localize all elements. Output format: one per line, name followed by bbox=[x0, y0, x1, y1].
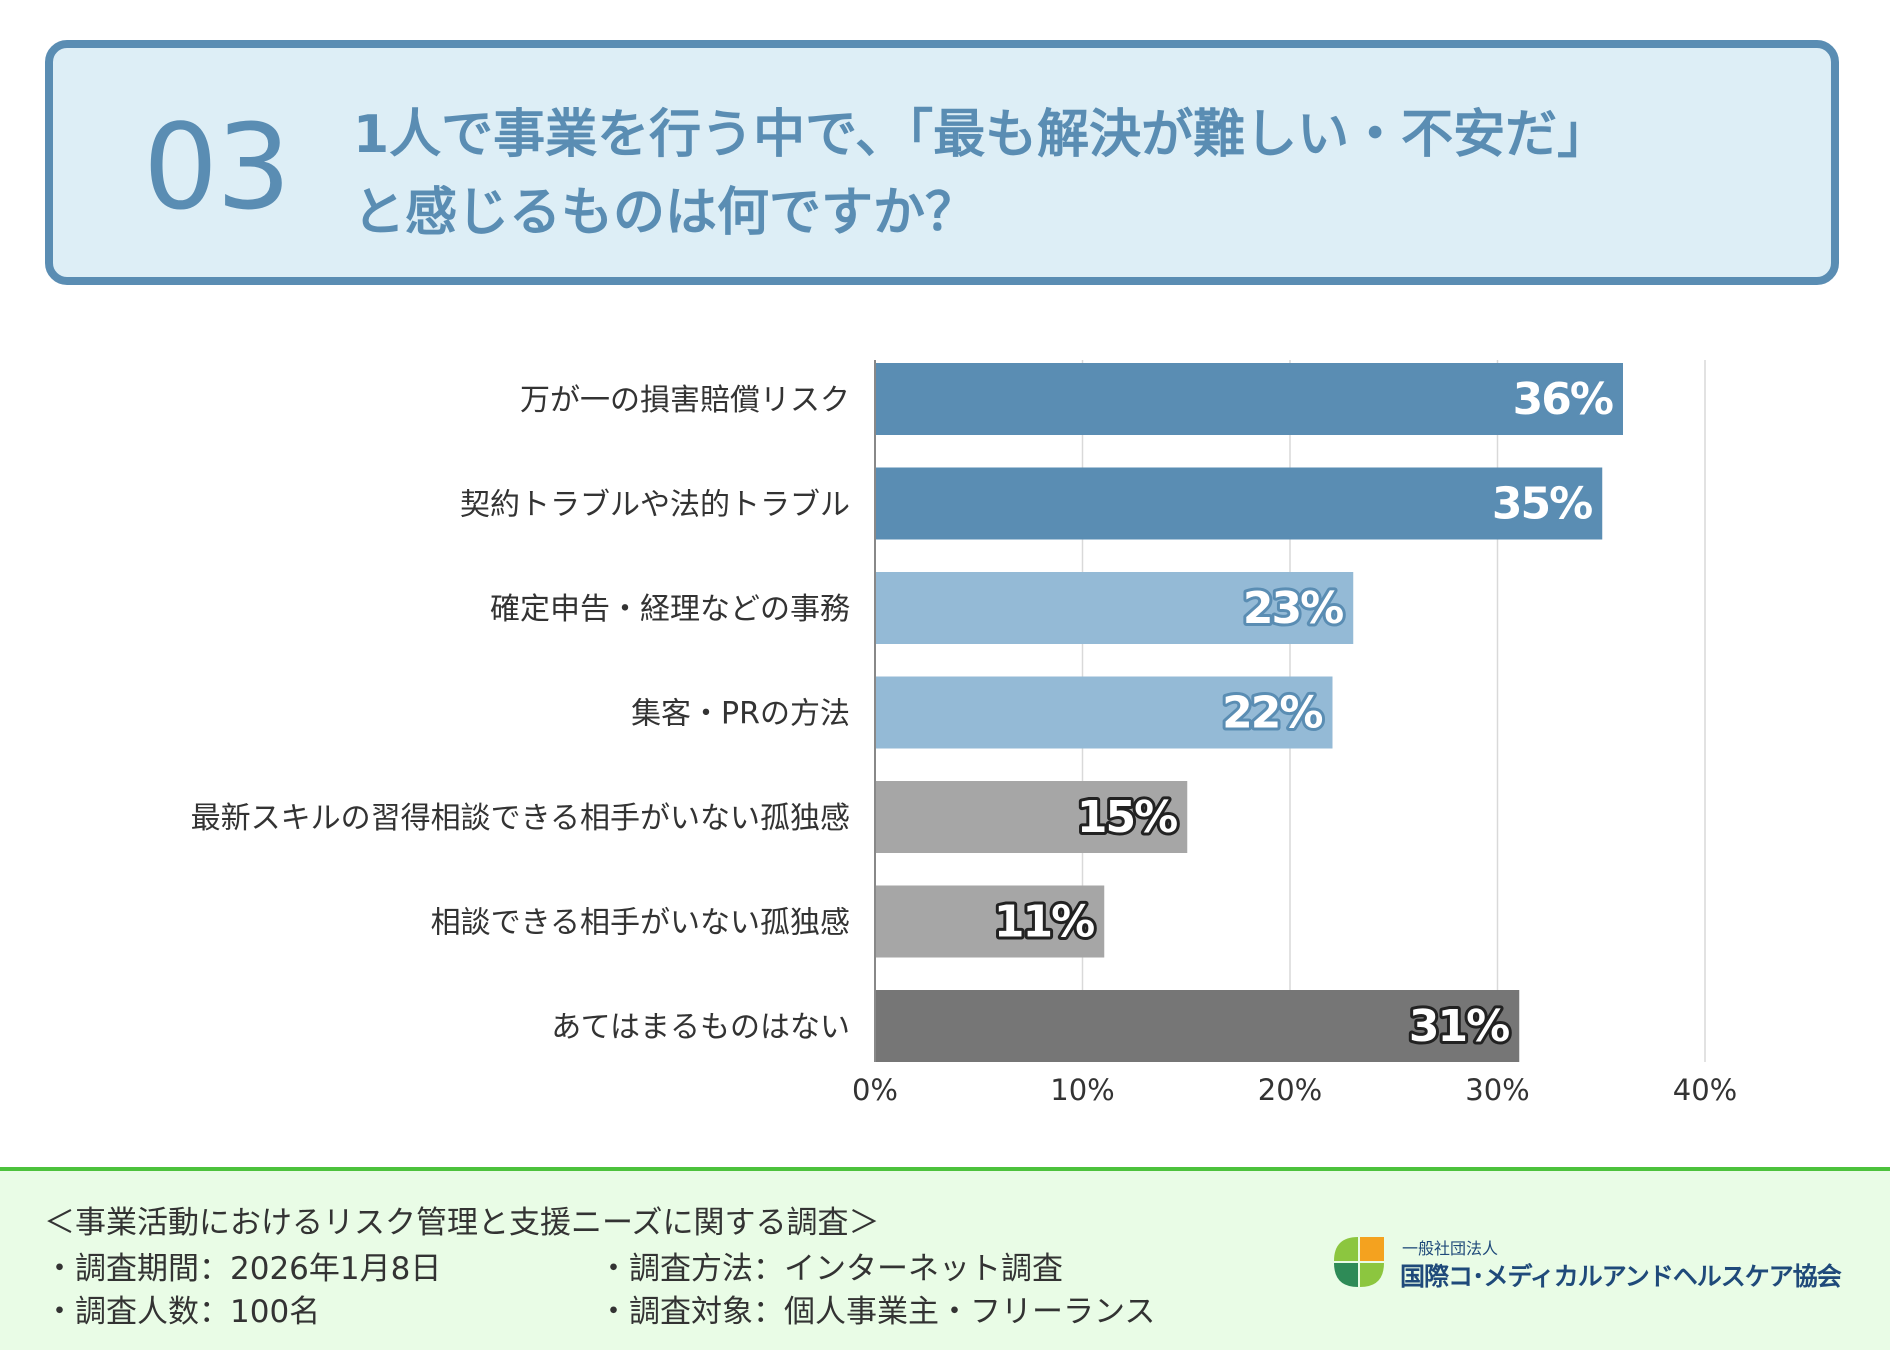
survey-title: ＜事業活動におけるリスク管理と支援ニーズに関する調査＞ bbox=[44, 1205, 880, 1241]
bar-chart: 万が一の損害賠償リスク契約トラブルや法的トラブル確定申告・経理などの事務集客・P… bbox=[191, 360, 1737, 1107]
category-label: 集客・PRの方法 bbox=[631, 697, 850, 732]
x-tick-label: 30% bbox=[1465, 1073, 1529, 1107]
association-logo: 一般社団法人 国際コ･メディカルアンドヘルスケア協会 bbox=[1330, 1233, 1850, 1303]
data-label: 23% bbox=[1243, 583, 1343, 634]
bars bbox=[876, 363, 1623, 1062]
survey-footer: ＜事業活動におけるリスク管理と支援ニーズに関する調査＞ ・調査期間：2026年1… bbox=[0, 1167, 1890, 1350]
question-title-line-1: 1人で事業を行う中で、「最も解決が難しい・不安だ」 bbox=[353, 105, 1610, 165]
data-label: 36% bbox=[1513, 374, 1613, 425]
category-label: あてはまるものはない bbox=[551, 1010, 850, 1045]
category-label: 契約トラブルや法的トラブル bbox=[460, 488, 850, 523]
survey-period: ・調査期間：2026年1月8日 bbox=[44, 1251, 442, 1287]
category-label: 万が一の損害賠償リスク bbox=[520, 383, 850, 418]
data-label: 35% bbox=[1492, 479, 1592, 530]
question-title: 1人で事業を行う中で、「最も解決が難しい・不安だ」 と感じるものは何ですか？ bbox=[353, 96, 1793, 252]
survey-method: ・調査方法：インターネット調査 bbox=[598, 1251, 1063, 1287]
question-header: 03 1人で事業を行う中で、「最も解決が難しい・不安だ」 と感じるものは何ですか… bbox=[45, 40, 1839, 285]
question-number: 03 bbox=[143, 98, 291, 236]
x-tick-label: 0% bbox=[852, 1073, 898, 1107]
category-label: 確定申告・経理などの事務 bbox=[490, 592, 850, 627]
data-label: 31% bbox=[1409, 1001, 1509, 1052]
bar bbox=[876, 467, 1603, 540]
x-tick-label: 40% bbox=[1673, 1073, 1737, 1107]
bar bbox=[876, 990, 1520, 1062]
survey-respondents: ・調査人数：100名 bbox=[44, 1294, 321, 1330]
data-label: 15% bbox=[1077, 792, 1177, 843]
category-label: 相談できる相手がいない孤独感 bbox=[431, 906, 850, 941]
association-logo-icon bbox=[1334, 1237, 1384, 1287]
category-label: 最新スキルの習得相談できる相手がいない孤独感 bbox=[191, 801, 850, 836]
bar bbox=[876, 363, 1623, 435]
bar bbox=[876, 885, 1105, 958]
value-labels: 36% 35% 23% 22% 15% 11% 31% bbox=[991, 371, 1618, 1055]
survey-target: ・調査対象：個人事業主・フリーランス bbox=[598, 1294, 1156, 1330]
association-subtitle: 一般社団法人 bbox=[1402, 1239, 1499, 1258]
data-label: 22% bbox=[1222, 688, 1322, 739]
question-title-line-2: と感じるものは何ですか？ bbox=[353, 183, 978, 243]
data-label: 11% bbox=[994, 897, 1094, 948]
bar bbox=[876, 781, 1188, 853]
bar bbox=[876, 572, 1354, 644]
category-labels: 万が一の損害賠償リスク契約トラブルや法的トラブル確定申告・経理などの事務集客・P… bbox=[191, 383, 850, 1045]
association-name: 国際コ･メディカルアンドヘルスケア協会 bbox=[1400, 1262, 1842, 1291]
x-tick-label: 20% bbox=[1258, 1073, 1322, 1107]
bar bbox=[876, 676, 1333, 749]
x-tick-label: 10% bbox=[1050, 1073, 1114, 1107]
x-axis-tick-labels: 0% 10% 20% 30% 40% bbox=[852, 1073, 1737, 1107]
